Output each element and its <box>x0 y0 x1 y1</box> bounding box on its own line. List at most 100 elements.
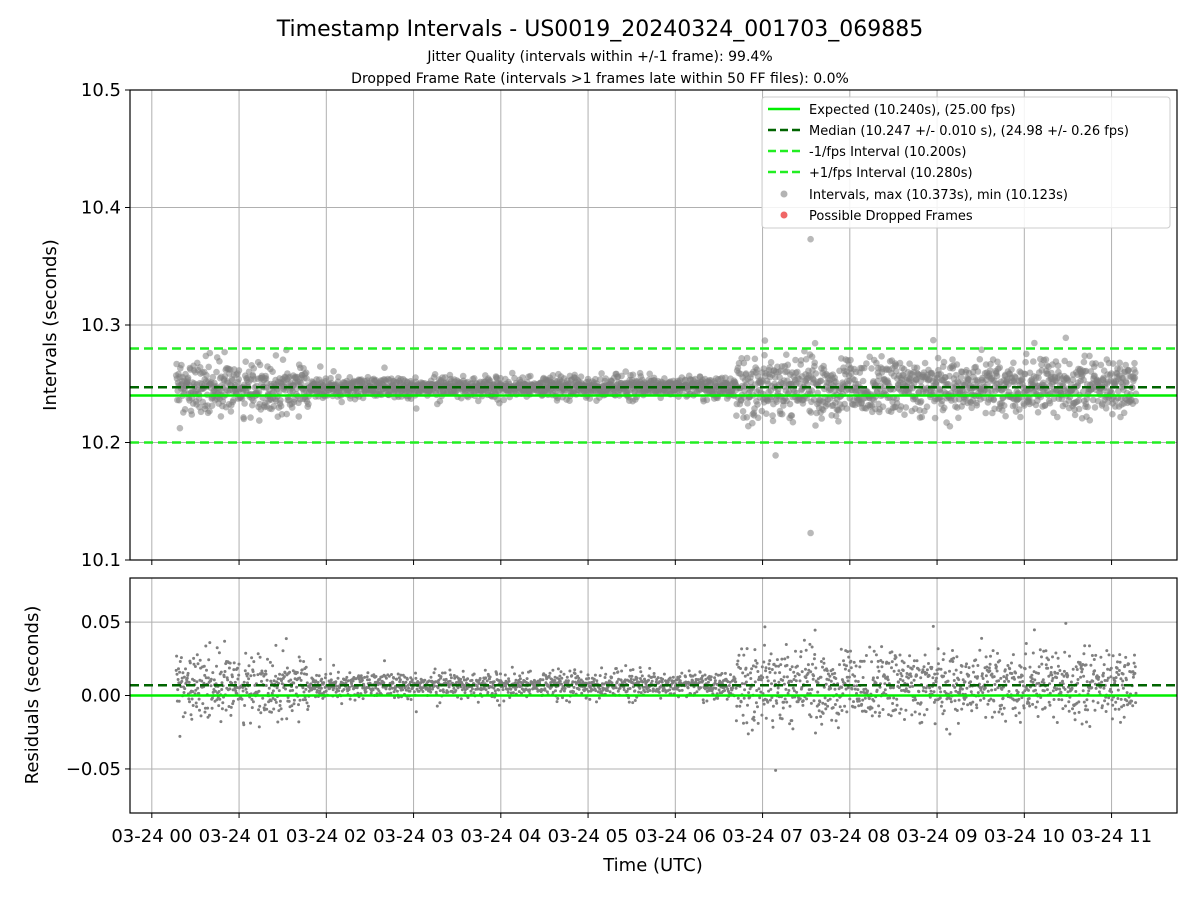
residual-point <box>898 711 902 715</box>
residual-point <box>911 684 915 688</box>
residual-point <box>935 676 939 680</box>
residual-point <box>276 720 280 724</box>
residual-point <box>921 689 925 693</box>
residual-point <box>179 656 183 660</box>
residual-point <box>269 679 273 683</box>
residual-point <box>511 691 515 695</box>
residual-point <box>1024 652 1028 656</box>
residual-point <box>210 706 214 710</box>
interval-point <box>863 360 870 367</box>
residual-point <box>345 675 349 679</box>
residual-point <box>329 678 333 682</box>
residual-point <box>629 668 632 672</box>
interval-point <box>227 408 235 415</box>
residual-point <box>934 680 938 684</box>
residual-point <box>942 674 946 678</box>
residual-point <box>922 713 926 717</box>
residual-point <box>414 676 418 680</box>
residual-point <box>466 677 470 681</box>
interval-point <box>302 369 310 377</box>
residual-point <box>856 688 860 692</box>
residual-point <box>193 665 197 668</box>
residual-point <box>986 702 990 706</box>
residual-point <box>398 678 402 682</box>
interval-point <box>817 377 825 385</box>
residual-point <box>289 678 293 682</box>
interval-point <box>305 400 312 408</box>
residual-point <box>559 670 563 674</box>
residual-point <box>336 676 340 680</box>
residual-point <box>244 651 248 655</box>
residual-point <box>754 665 758 669</box>
interval-point <box>973 402 981 409</box>
residual-point <box>817 703 821 706</box>
residual-point <box>917 690 921 694</box>
residual-point <box>848 697 852 701</box>
residual-point <box>678 689 682 693</box>
residual-point <box>786 655 790 659</box>
residual-point <box>769 652 773 656</box>
interval-point <box>1080 358 1088 366</box>
residual-point <box>809 670 813 674</box>
residual-point <box>933 672 937 676</box>
residual-point <box>762 702 766 706</box>
legend: Expected (10.240s), (25.00 fps) Median (… <box>761 96 1171 229</box>
residual-point <box>941 658 945 662</box>
residual-point <box>997 679 1001 683</box>
residual-point <box>316 681 320 684</box>
interval-point <box>811 339 819 347</box>
intervals-y-tick-label: 10.2 <box>81 433 121 454</box>
residual-point <box>648 666 652 670</box>
interval-point <box>240 415 248 423</box>
interval-point <box>527 372 534 380</box>
residual-point <box>782 682 786 686</box>
residual-point <box>808 642 812 646</box>
residual-point <box>659 696 663 700</box>
residual-point <box>555 700 559 704</box>
residual-point <box>877 704 881 708</box>
interval-point <box>754 401 761 408</box>
interval-point <box>917 398 925 405</box>
residual-point <box>717 688 721 692</box>
intervals-y-tick-label: 10.5 <box>81 80 121 101</box>
residual-point <box>528 688 532 692</box>
interval-point <box>1123 379 1130 387</box>
residual-point <box>964 665 968 669</box>
residual-point <box>208 641 212 645</box>
residual-point <box>931 624 935 628</box>
residual-point <box>894 655 898 659</box>
interval-point <box>802 356 810 363</box>
residual-point <box>301 686 305 690</box>
residual-point <box>966 703 970 707</box>
interval-point <box>767 359 775 366</box>
residual-point <box>738 704 742 708</box>
residual-point <box>906 664 910 668</box>
residual-point <box>854 679 858 683</box>
residual-point <box>291 688 295 692</box>
interval-point <box>931 414 939 422</box>
residual-point <box>812 674 816 678</box>
residual-point <box>936 662 940 666</box>
residual-point <box>510 665 514 669</box>
interval-point <box>878 353 885 360</box>
residual-point <box>861 698 865 702</box>
residual-point <box>971 700 975 704</box>
residual-point <box>528 669 532 673</box>
residual-point <box>716 696 720 700</box>
interval-point <box>1109 360 1117 367</box>
residual-point <box>340 702 344 706</box>
residual-point <box>541 678 545 682</box>
residual-point <box>790 680 793 683</box>
residual-point <box>317 674 321 678</box>
residual-point <box>928 686 932 690</box>
residual-point <box>975 706 979 710</box>
residual-point <box>810 645 814 649</box>
residual-point <box>302 690 306 694</box>
interval-point <box>735 360 743 367</box>
residual-point <box>793 674 797 678</box>
residual-point <box>919 676 923 680</box>
interval-point <box>255 417 263 424</box>
residual-point <box>598 674 602 678</box>
residual-point <box>449 676 453 680</box>
residual-point <box>363 675 367 679</box>
